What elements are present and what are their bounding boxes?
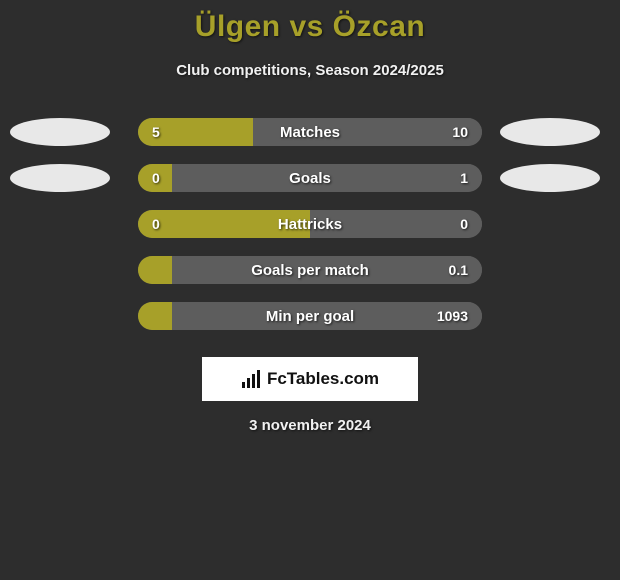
bar-segment-left	[138, 302, 172, 330]
bar-segment-left	[138, 256, 172, 284]
attribution-inner: FcTables.com	[241, 369, 379, 389]
date-text: 3 november 2024	[249, 417, 371, 434]
subtitle: Club competitions, Season 2024/2025	[176, 62, 444, 79]
bar-track: 00Hattricks	[138, 210, 482, 238]
stat-row: 1093Min per goal	[0, 293, 620, 339]
bar-segment-right	[253, 118, 482, 146]
attribution-text: FcTables.com	[267, 369, 379, 389]
bar-segment-right	[172, 302, 482, 330]
bar-segment-left	[138, 164, 172, 192]
bar-segment-left	[138, 210, 310, 238]
bar-track: 1093Min per goal	[138, 302, 482, 330]
bar-track: 0.1Goals per match	[138, 256, 482, 284]
bar-track: 01Goals	[138, 164, 482, 192]
stat-row: 01Goals	[0, 155, 620, 201]
stat-row: 0.1Goals per match	[0, 247, 620, 293]
player-badge-left	[10, 118, 110, 146]
bar-segment-right	[310, 210, 482, 238]
attribution-box: FcTables.com	[202, 357, 418, 401]
stat-row: 510Matches	[0, 109, 620, 155]
player-badge-right	[500, 118, 600, 146]
stat-row: 00Hattricks	[0, 201, 620, 247]
chart-area: 510Matches 01Goals 00Hattricks 0.1Goals per…	[0, 109, 620, 339]
bar-segment-right	[172, 256, 482, 284]
bar-segment-left	[138, 118, 253, 146]
player-badge-left	[10, 164, 110, 192]
page-title: Ülgen vs Özcan	[195, 10, 425, 44]
bar-track: 510Matches	[138, 118, 482, 146]
player-badge-right	[500, 164, 600, 192]
bars-icon	[241, 370, 263, 388]
comparison-infographic: Ülgen vs Özcan Club competitions, Season…	[0, 0, 620, 434]
bar-segment-right	[172, 164, 482, 192]
